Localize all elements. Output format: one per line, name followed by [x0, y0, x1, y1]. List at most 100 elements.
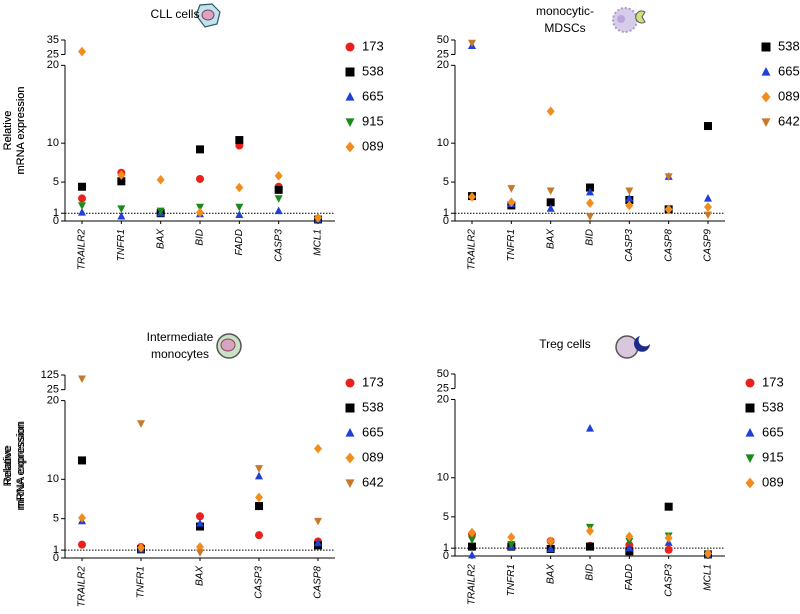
data-point [546, 204, 555, 212]
data-point [117, 177, 126, 186]
data-point [468, 39, 476, 48]
data-point [274, 185, 283, 194]
y-tick-label: 20 [47, 59, 59, 71]
data-point [255, 492, 263, 503]
x-tick-label: CASP3 [663, 564, 674, 597]
data-point [468, 550, 476, 559]
legend-marker [345, 479, 355, 488]
legend-label: 089 [362, 449, 384, 464]
legend-label: 538 [778, 38, 800, 53]
y-axis-label: mRNA expression [15, 422, 27, 510]
legend-label: 089 [362, 138, 384, 153]
legend-marker [345, 42, 355, 52]
data-point [78, 513, 86, 523]
panel-title: monocytic- [536, 4, 594, 18]
data-point [704, 211, 712, 220]
data-point [625, 200, 634, 211]
x-tick-label: BID [585, 564, 596, 581]
y-axis-label: mRNA expression [15, 421, 27, 509]
data-point [586, 526, 594, 536]
data-point [468, 192, 476, 202]
data-point [137, 420, 145, 428]
x-tick-label: CASP8 [313, 566, 324, 599]
y-tick-label: 5 [53, 176, 59, 188]
data-point [274, 206, 283, 215]
legend-marker [745, 378, 755, 388]
data-point [78, 208, 86, 216]
data-point [235, 136, 244, 145]
y-tick-label: 5 [53, 513, 59, 525]
data-point [468, 542, 476, 551]
legend-label: 915 [762, 449, 784, 464]
legend-label: 665 [762, 424, 784, 439]
data-point [235, 203, 244, 212]
x-tick-label: FADD [624, 564, 635, 590]
y-tick-label: 25 [47, 48, 59, 60]
y-tick-label: 10 [47, 137, 59, 149]
y-axis-label: mRNA expression [15, 86, 27, 174]
x-tick-label: BAX [545, 229, 556, 249]
x-tick-label: BAX [155, 229, 166, 249]
data-point [704, 548, 712, 559]
data-point [704, 202, 712, 212]
y-tick-label: 10 [47, 473, 59, 485]
y-axis-label: Relative [2, 445, 14, 485]
y-tick-label: 20 [437, 393, 449, 405]
legend-marker [345, 141, 355, 153]
legend-label: 642 [778, 113, 800, 128]
data-point [196, 549, 204, 557]
x-tick-label: TNFR1 [136, 566, 147, 598]
x-tick-label: TRAILR2 [77, 229, 88, 271]
y-tick-label: 1 [443, 207, 449, 219]
y-tick-label: 0 [443, 550, 449, 562]
x-tick-label: TRAILR2 [467, 564, 478, 606]
legend-label: 665 [778, 63, 800, 78]
legend-marker [345, 378, 355, 388]
x-tick-label: CASP9 [703, 229, 714, 262]
legend-label: 538 [362, 63, 384, 78]
panel-title: monocytes [151, 347, 209, 361]
y-axis-label: mRNA expression [15, 86, 27, 174]
data-point [78, 182, 86, 191]
x-tick-label: CASP3 [254, 566, 265, 599]
x-tick-label: TNFR1 [506, 229, 517, 261]
data-point [507, 532, 516, 543]
data-point [78, 202, 86, 210]
y-tick-label: 20 [47, 395, 59, 407]
y-axis-label: Relative [2, 111, 14, 151]
x-tick-label: CASP3 [273, 229, 284, 262]
legend-label: 665 [362, 424, 384, 439]
panel-title: Treg cells [539, 337, 591, 351]
legend-marker [761, 67, 771, 76]
y-tick-label: 5 [443, 511, 449, 523]
data-point [196, 203, 204, 212]
y-tick-label: 10 [437, 472, 449, 484]
data-point [78, 456, 86, 465]
y-tick-label: 50 [437, 368, 449, 380]
y-tick-label: 50 [437, 34, 449, 46]
data-point [255, 471, 263, 480]
x-tick-label: BID [195, 229, 206, 246]
legend-label: 089 [762, 474, 784, 489]
data-point [664, 173, 673, 182]
legend-label: 665 [362, 88, 384, 103]
data-point [196, 542, 204, 552]
data-point [117, 205, 126, 213]
data-point [704, 122, 712, 131]
y-tick-label: 1 [53, 207, 59, 219]
data-point [507, 185, 516, 193]
data-point [546, 106, 555, 117]
data-point [78, 46, 86, 57]
data-point [137, 542, 145, 553]
x-tick-label: TNFR1 [506, 564, 517, 596]
data-point [625, 187, 634, 196]
data-point [664, 204, 673, 215]
data-point [664, 533, 673, 543]
y-tick-label: 1 [443, 542, 449, 554]
y-axis-label: Relative [2, 111, 14, 151]
panel-title: MDSCs [544, 21, 585, 35]
data-point [314, 538, 322, 547]
data-point [156, 207, 165, 216]
y-tick-label: 25 [437, 48, 449, 60]
